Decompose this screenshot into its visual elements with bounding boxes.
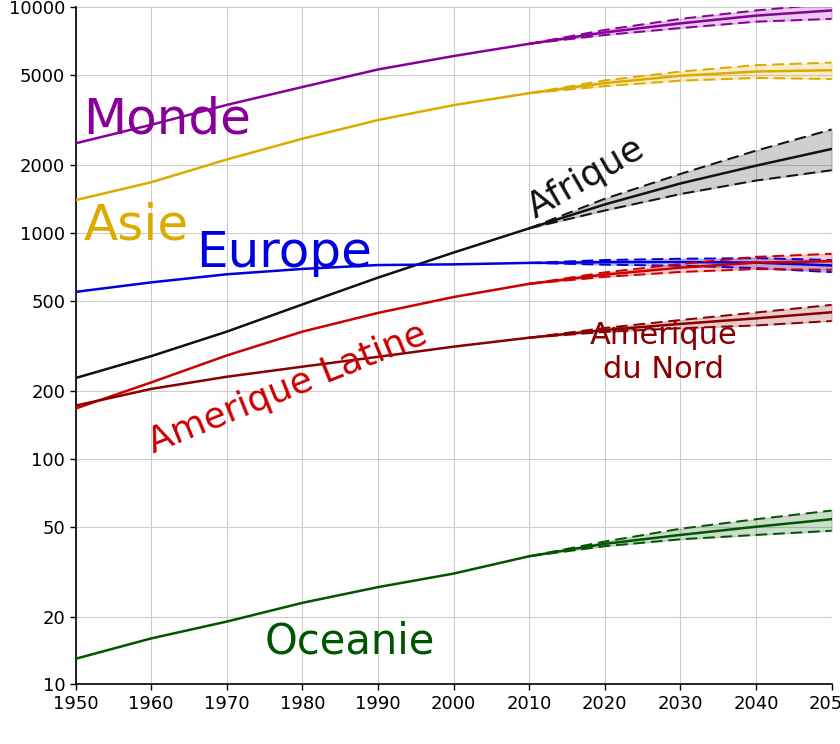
- Text: Monde: Monde: [83, 95, 251, 143]
- Text: Asie: Asie: [83, 202, 188, 249]
- Text: Amerique
du Nord: Amerique du Nord: [590, 321, 738, 384]
- Text: Europe: Europe: [197, 228, 372, 277]
- Text: Oceanie: Oceanie: [265, 620, 435, 662]
- Text: Amerique Latine: Amerique Latine: [144, 317, 433, 460]
- Text: Afrique: Afrique: [522, 131, 650, 225]
